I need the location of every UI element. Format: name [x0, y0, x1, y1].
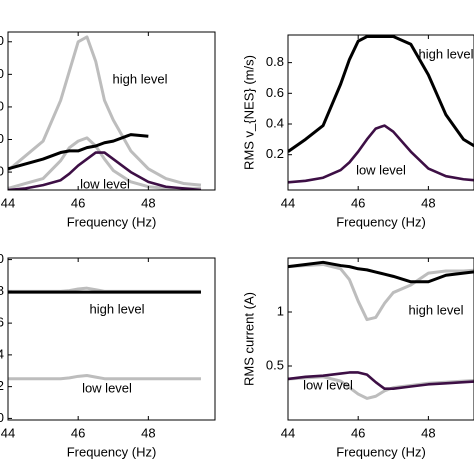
annotation: high level — [90, 301, 145, 316]
x-axis-label: Frequency (Hz) — [336, 444, 426, 459]
series-line — [288, 124, 474, 184]
x-tick-label: 44 — [1, 195, 15, 210]
panel: 44 46 48 20 40 60 80 100 Frequency (Hz) high leve… — [0, 31, 216, 229]
annotation: high level — [113, 71, 168, 86]
x-tick-label: 46 — [351, 195, 365, 210]
y-tick-label: 0.2 — [266, 146, 284, 161]
x-tick-label: 44 — [1, 425, 15, 440]
y-tick-label: 0.8 — [266, 54, 284, 69]
x-tick-label: 46 — [71, 195, 85, 210]
x-tick-label: 48 — [141, 195, 155, 210]
x-tick-label: 46 — [71, 425, 85, 440]
y-tick-label: 6 — [0, 315, 4, 330]
x-tick-label: 44 — [281, 195, 295, 210]
y-axis-label: RMS current (A) — [241, 292, 256, 386]
series-line — [8, 133, 149, 171]
y-tick-label: 0 — [0, 410, 4, 425]
axes-frame — [7, 257, 216, 421]
y-tick-label: 10 — [0, 251, 4, 266]
axes-frame — [287, 257, 474, 421]
annotation: high level — [409, 302, 464, 317]
y-tick-label: 4 — [0, 346, 4, 361]
annotation: low level — [80, 176, 130, 191]
x-tick-label: 46 — [351, 425, 365, 440]
plot-area — [288, 260, 474, 400]
series-line — [288, 371, 474, 390]
y-tick-label: 60 — [0, 98, 4, 113]
series-line — [8, 151, 202, 190]
series-line — [288, 35, 474, 153]
axes-frame — [7, 31, 216, 191]
annotation: high level — [419, 46, 474, 61]
annotation: low level — [356, 162, 406, 177]
y-tick-label: 8 — [0, 283, 4, 298]
series-line — [288, 260, 474, 284]
x-tick-label: 44 — [281, 425, 295, 440]
plot-area — [288, 35, 474, 184]
x-axis-label: Frequency (Hz) — [67, 444, 157, 459]
y-tick-label: 80 — [0, 66, 4, 81]
panel: 4446480246810Frequency (Hz)high levellow… — [0, 251, 216, 459]
y-tick-label: 20 — [0, 164, 4, 179]
x-axis-label: Frequency (Hz) — [336, 214, 426, 229]
x-tick-label: 48 — [141, 425, 155, 440]
y-tick-label: 2 — [0, 378, 4, 393]
annotation: low level — [82, 380, 132, 395]
panel: 44 46 48 0.2 0.4 0.6 0.8 Frequency (Hz) RMS v_{N… — [241, 34, 474, 229]
annotation: low level — [303, 377, 353, 392]
x-tick-label: 48 — [421, 195, 435, 210]
axes-frame — [287, 34, 474, 191]
y-axis-label: RMS v_{NES} (m/s) — [241, 55, 256, 170]
y-tick-label: 0.4 — [266, 115, 284, 130]
panel: 44 46 48 0.5 1 Frequency (Hz) RMS current (A) h… — [241, 257, 474, 459]
plot-area — [8, 35, 202, 190]
series-line — [8, 35, 202, 187]
x-axis-label: Frequency (Hz) — [67, 214, 157, 229]
y-tick-label: 0.5 — [266, 357, 284, 372]
y-tick-label: 40 — [0, 131, 4, 146]
series-line — [288, 262, 474, 322]
plot-area — [8, 286, 201, 381]
y-tick-label: 0.6 — [266, 85, 284, 100]
x-tick-label: 48 — [421, 425, 435, 440]
y-tick-label: 1 — [277, 303, 284, 318]
series-line — [8, 374, 201, 381]
y-tick-label: 100 — [0, 33, 4, 48]
